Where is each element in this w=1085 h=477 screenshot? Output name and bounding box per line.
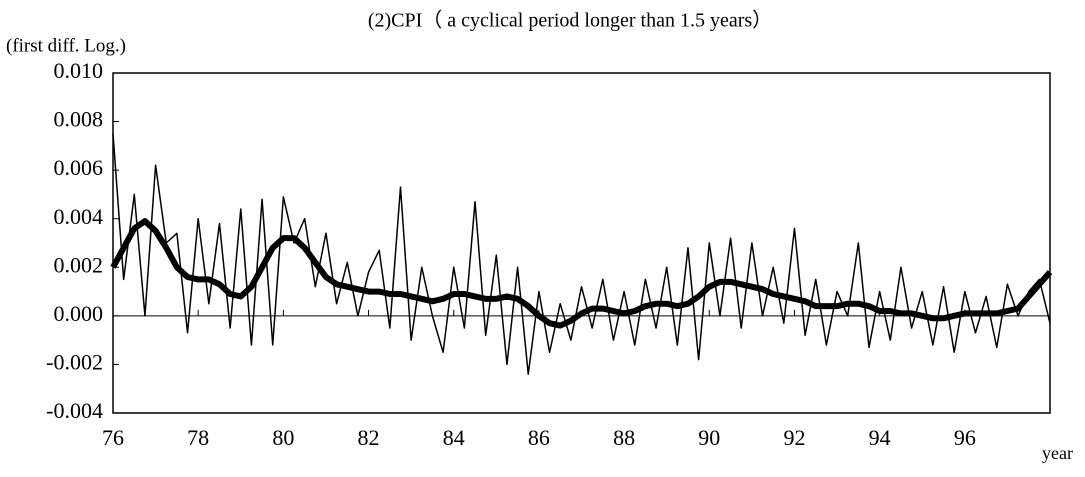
x-tick-label: 82 — [358, 425, 380, 450]
x-tick-label: 92 — [783, 425, 805, 450]
x-tick-label: 96 — [954, 425, 976, 450]
chart-title: (2)CPI（ a cyclical period longer than 1.… — [368, 9, 772, 32]
x-tick-label: 94 — [869, 425, 891, 450]
x-tick-label: 84 — [443, 425, 465, 450]
y-tick-label: -0.002 — [46, 349, 103, 374]
y-axis-label: (first diff. Log.) — [6, 35, 126, 56]
y-tick-label: 0.010 — [54, 58, 104, 83]
y-tick-label: 0.006 — [54, 155, 104, 180]
x-axis-label: year — [1042, 443, 1073, 463]
x-tick-label: 90 — [698, 425, 720, 450]
plot-frame — [112, 72, 1051, 414]
x-tick-label: 88 — [613, 425, 635, 450]
y-tick-label: 0.000 — [54, 301, 104, 326]
x-tick-label: 80 — [272, 425, 294, 450]
y-tick-label: 0.008 — [54, 107, 104, 132]
series-line — [110, 218, 1053, 329]
y-tick-label: 0.004 — [54, 204, 104, 229]
series-line — [112, 133, 1051, 375]
x-tick-label: 78 — [187, 425, 209, 450]
x-tick-label: 76 — [102, 425, 124, 450]
y-tick-label: 0.002 — [54, 252, 104, 277]
y-tick-label: -0.004 — [46, 398, 103, 423]
x-tick-label: 86 — [528, 425, 550, 450]
